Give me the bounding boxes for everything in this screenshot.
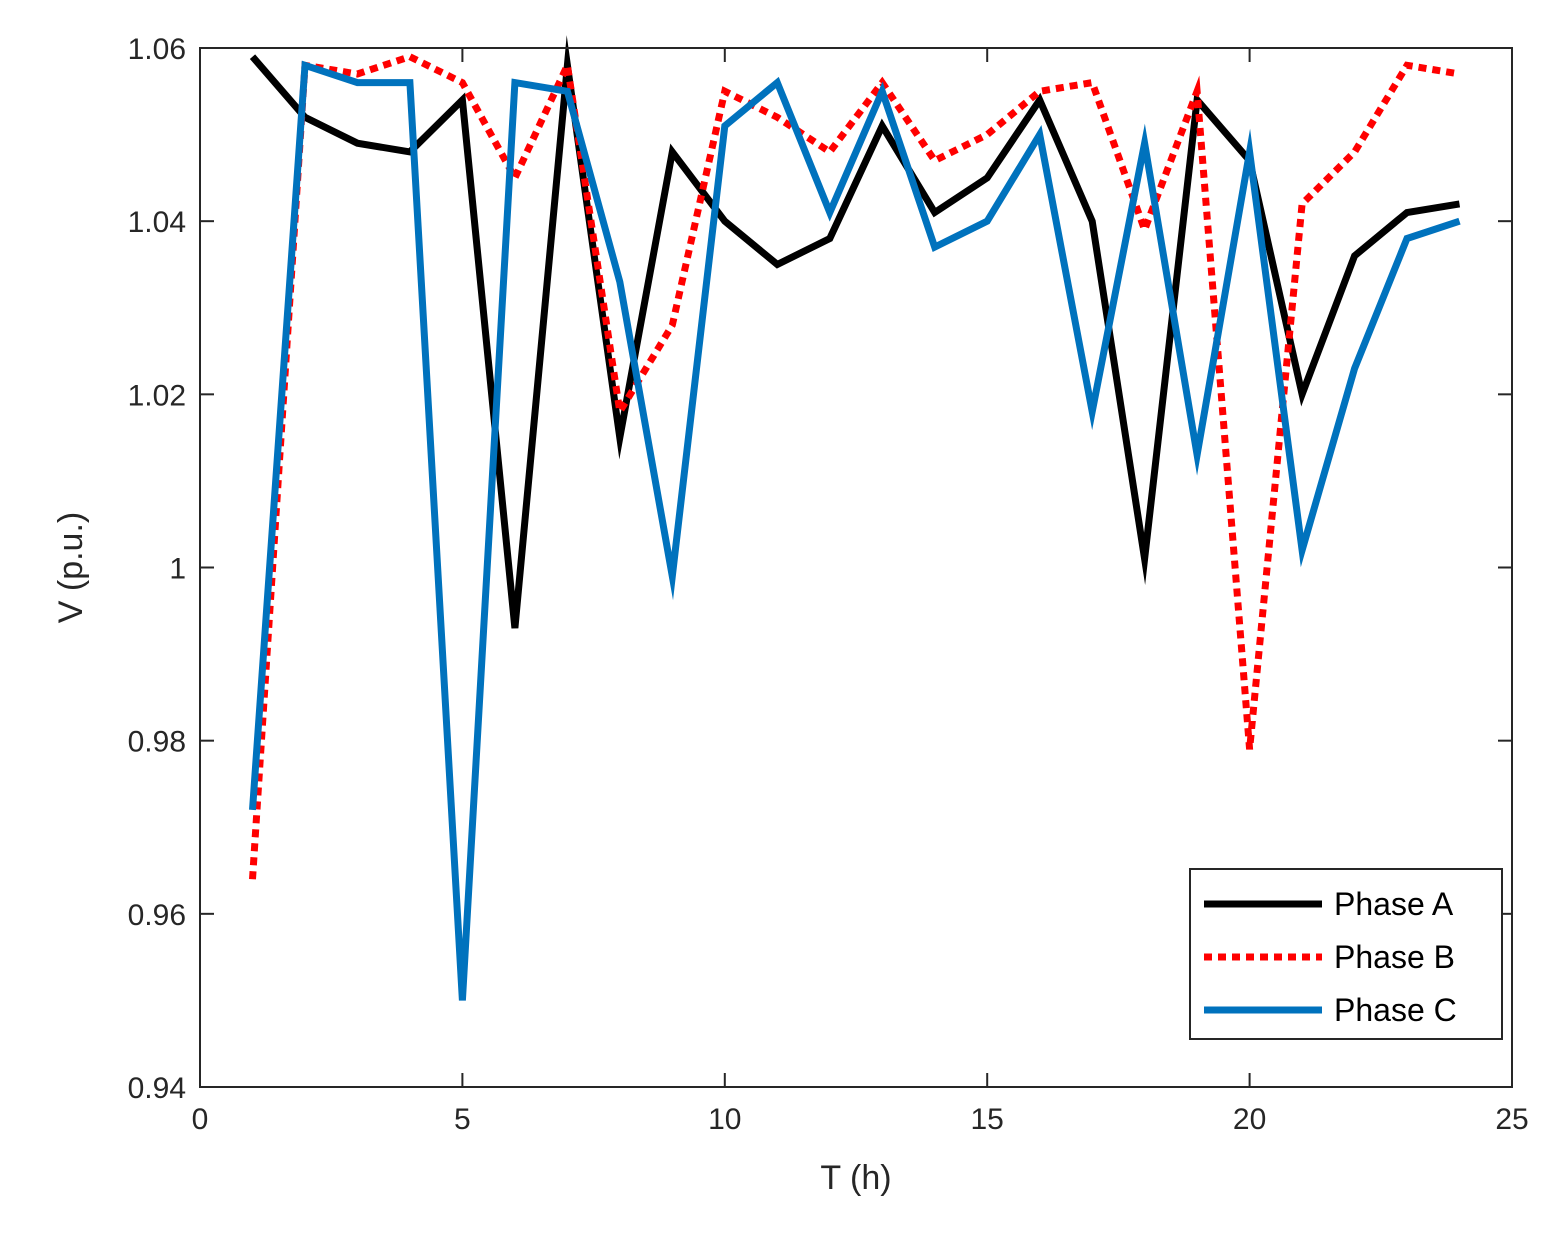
x-axis-label: T (h) bbox=[820, 1159, 891, 1197]
axis-ticks: 0 5 10 15 20 25 0.94 0.96 0.98 1 1.02 1.04 1.06 bbox=[128, 33, 1529, 1136]
series-line-3 bbox=[249, 60, 1461, 1001]
x-tick-label: 5 bbox=[454, 1103, 471, 1136]
y-axis-label: V (p.u.) bbox=[52, 512, 90, 623]
y-tick-label: 1.04 bbox=[128, 206, 186, 239]
series-line-2 bbox=[249, 52, 1461, 880]
x-tick-label: 0 bbox=[192, 1103, 209, 1136]
y-tick-label: 0.96 bbox=[128, 899, 186, 932]
x-tick-label: 10 bbox=[708, 1103, 741, 1136]
x-tick-label: 15 bbox=[971, 1103, 1004, 1136]
x-tick-label: 20 bbox=[1233, 1103, 1266, 1136]
legend-label: Phase C bbox=[1334, 992, 1457, 1028]
legend-label: Phase B bbox=[1334, 939, 1455, 975]
legend-label: Phase A bbox=[1334, 886, 1454, 922]
y-tick-label: 1.02 bbox=[128, 379, 186, 412]
legend: Phase A Phase B Phase C bbox=[1189, 868, 1503, 1040]
y-tick-label: 1 bbox=[169, 553, 186, 586]
y-tick-label: 1.06 bbox=[128, 33, 186, 66]
plot-area bbox=[249, 35, 1461, 1001]
y-tick-label: 0.94 bbox=[128, 1072, 186, 1105]
x-tick-label: 25 bbox=[1495, 1103, 1528, 1136]
y-tick-label: 0.98 bbox=[128, 726, 186, 759]
